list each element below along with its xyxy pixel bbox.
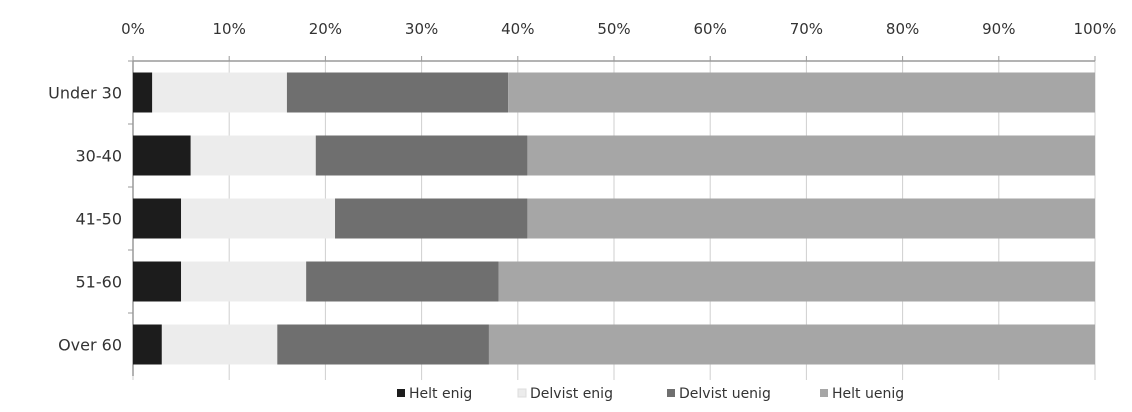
legend-swatch [397, 389, 405, 397]
bar-segment [181, 261, 307, 302]
bar-segment [133, 324, 162, 365]
legend-label: Helt uenig [832, 386, 904, 402]
bar-segment [181, 198, 336, 239]
bar-segment [277, 324, 489, 365]
x-tick-label: 90% [982, 20, 1015, 38]
x-tick-label: 80% [886, 20, 919, 38]
bar-segment [133, 261, 182, 302]
x-tick-label: 50% [597, 20, 630, 38]
x-tick-label: 60% [694, 20, 727, 38]
x-tick-label: 20% [309, 20, 342, 38]
bar-segment [527, 135, 1095, 176]
x-tick-label: 40% [501, 20, 534, 38]
bar-segment [152, 72, 287, 113]
x-tick-label: 70% [790, 20, 823, 38]
bar-segment [133, 72, 153, 113]
bar-segment [527, 198, 1095, 239]
category-label: 51-60 [76, 273, 123, 292]
bar-segment [133, 135, 191, 176]
legend-swatch [517, 388, 527, 398]
legend-swatch [820, 389, 828, 397]
category-label: 41-50 [76, 210, 123, 229]
bar-segment [335, 198, 528, 239]
x-tick-label: 100% [1074, 20, 1117, 38]
bar-segment [488, 324, 1095, 365]
legend-swatch [667, 389, 675, 397]
bar-segment [508, 72, 1095, 113]
legend-label: Delvist uenig [679, 386, 771, 402]
category-label: Over 60 [58, 336, 122, 355]
category-label: Under 30 [48, 84, 122, 103]
legend-label: Delvist enig [530, 386, 613, 402]
bar-segment [133, 198, 182, 239]
bar-segment [306, 261, 499, 302]
bar-segment [161, 324, 278, 365]
x-tick-label: 0% [121, 20, 145, 38]
legend-label: Helt enig [409, 386, 472, 402]
x-tick-label: 30% [405, 20, 438, 38]
bar-segment [286, 72, 509, 113]
category-label: 30-40 [76, 147, 123, 166]
x-tick-label: 10% [213, 20, 246, 38]
bar-segment [315, 135, 528, 176]
bar-segment [190, 135, 316, 176]
bar-segment [498, 261, 1095, 302]
